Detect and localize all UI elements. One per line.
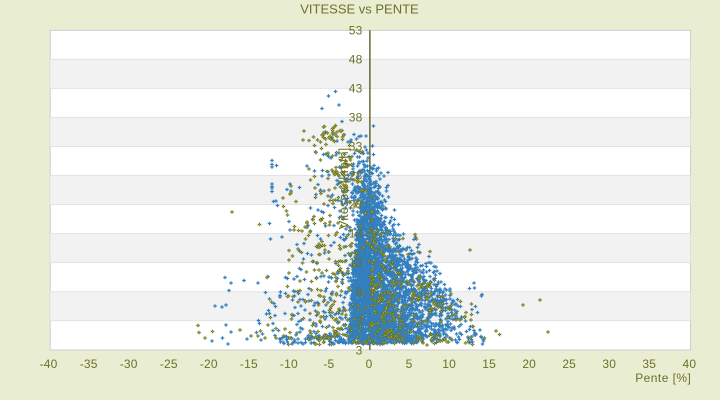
svg-text:15: 15 bbox=[482, 357, 496, 371]
svg-text:5: 5 bbox=[406, 357, 413, 371]
svg-text:-40: -40 bbox=[40, 357, 58, 371]
svg-text:43: 43 bbox=[349, 82, 363, 96]
svg-text:8: 8 bbox=[356, 285, 363, 299]
svg-text:18: 18 bbox=[349, 227, 363, 241]
svg-text:-35: -35 bbox=[80, 357, 98, 371]
svg-text:-5: -5 bbox=[323, 357, 334, 371]
svg-text:Vitesse [km/h]: Vitesse [km/h] bbox=[336, 148, 351, 229]
svg-text:40: 40 bbox=[683, 357, 697, 371]
svg-text:25: 25 bbox=[562, 357, 576, 371]
svg-text:Pente [%]: Pente [%] bbox=[635, 371, 691, 385]
svg-text:33: 33 bbox=[349, 140, 363, 154]
svg-text:13: 13 bbox=[349, 256, 363, 270]
svg-text:-10: -10 bbox=[280, 357, 298, 371]
svg-text:53: 53 bbox=[349, 23, 363, 37]
svg-text:38: 38 bbox=[349, 111, 363, 125]
svg-text:10: 10 bbox=[442, 357, 456, 371]
svg-text:0: 0 bbox=[366, 357, 373, 371]
svg-text:30: 30 bbox=[602, 357, 616, 371]
svg-text:-30: -30 bbox=[120, 357, 138, 371]
svg-text:-25: -25 bbox=[160, 357, 178, 371]
svg-text:23: 23 bbox=[349, 198, 363, 212]
svg-text:48: 48 bbox=[349, 52, 363, 66]
svg-text:3: 3 bbox=[356, 314, 363, 328]
svg-text:3: 3 bbox=[356, 343, 363, 357]
svg-text:-20: -20 bbox=[200, 357, 218, 371]
svg-text:20: 20 bbox=[522, 357, 536, 371]
svg-text:28: 28 bbox=[349, 169, 363, 183]
svg-text:-15: -15 bbox=[240, 357, 258, 371]
svg-text:35: 35 bbox=[642, 357, 656, 371]
svg-text:VITESSE vs PENTE: VITESSE vs PENTE bbox=[300, 2, 419, 17]
